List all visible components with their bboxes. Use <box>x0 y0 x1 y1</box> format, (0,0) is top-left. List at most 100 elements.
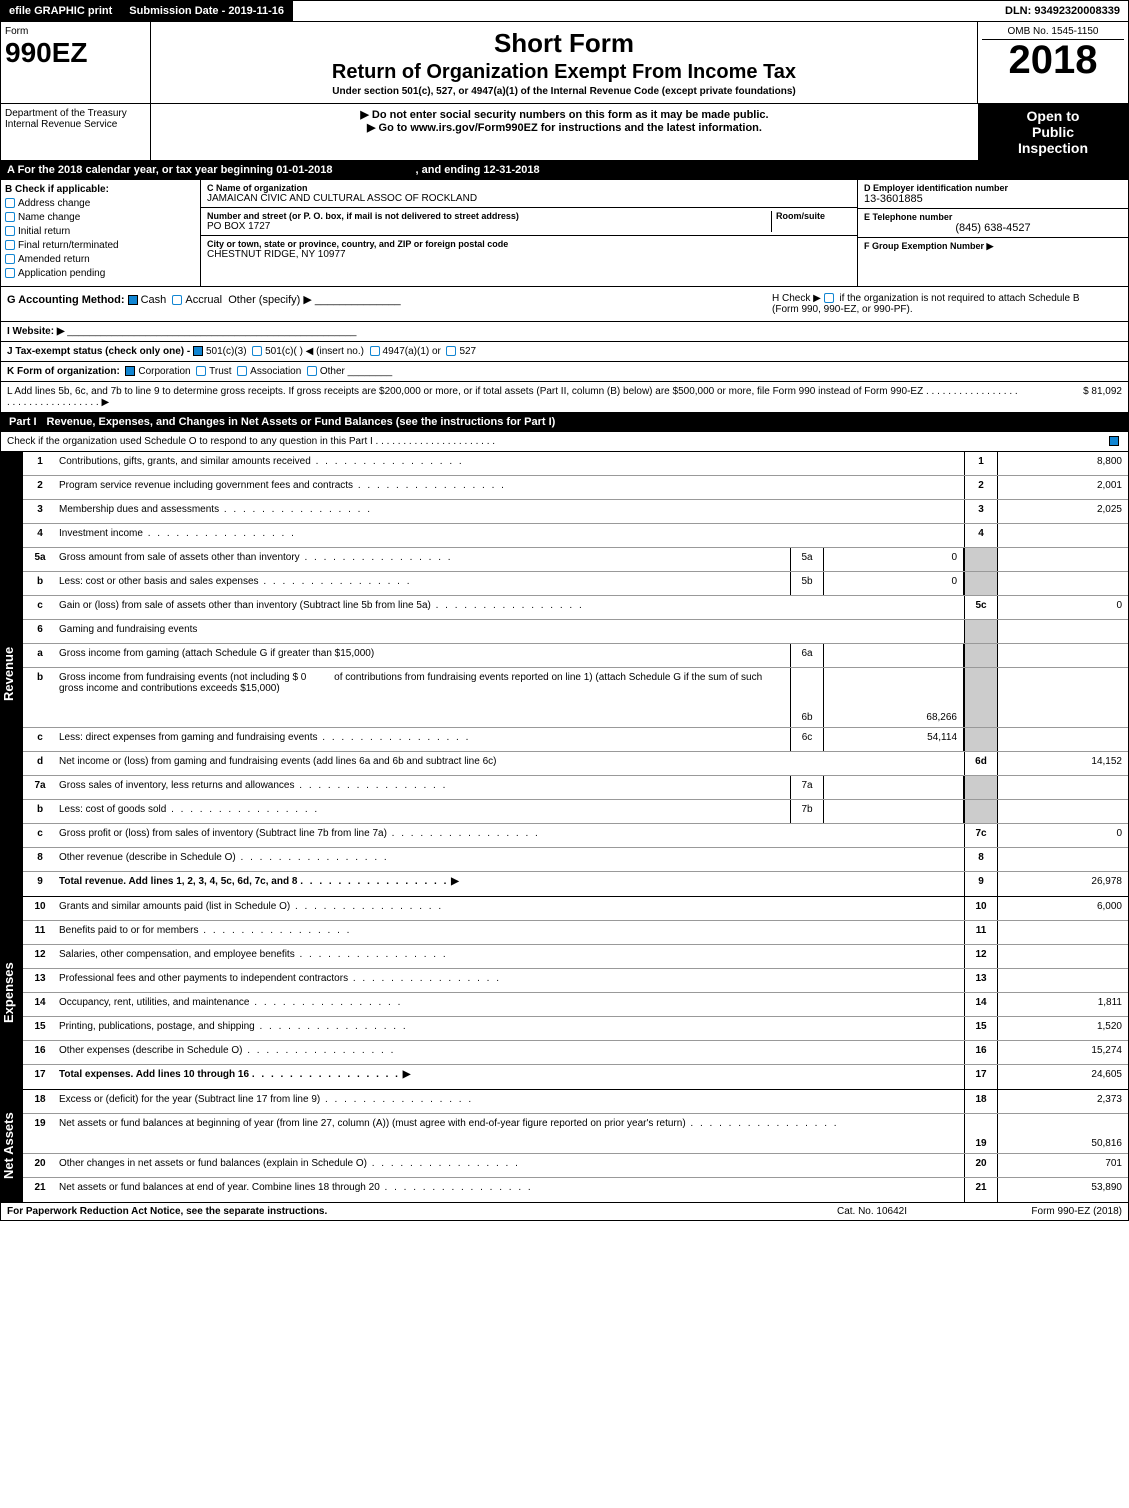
checkbox-assoc-icon[interactable] <box>237 366 247 376</box>
checkbox-corp-icon[interactable] <box>125 366 135 376</box>
net-assets-section: Net Assets 18 Excess or (deficit) for th… <box>0 1090 1129 1203</box>
k-assoc: Association <box>250 366 301 377</box>
line-18: 18 Excess or (deficit) for the year (Sub… <box>23 1090 1128 1114</box>
line-6d-value: 14,152 <box>998 752 1128 775</box>
arrow-icon: ▶ <box>451 876 459 887</box>
checkbox-501c-icon[interactable] <box>252 346 262 356</box>
ein-block: D Employer identification number 13-3601… <box>858 180 1128 209</box>
line-7a: 7a Gross sales of inventory, less return… <box>23 776 1128 800</box>
part-1-check-text: Check if the organization used Schedule … <box>7 436 495 447</box>
k-other: Other <box>320 366 345 377</box>
accounting-method-row: G Accounting Method: Cash Accrual Other … <box>0 287 1129 322</box>
line-16-value: 15,274 <box>998 1041 1128 1064</box>
group-exemption-block: F Group Exemption Number ▶ <box>858 238 1128 255</box>
dept-row: Department of the Treasury Internal Reve… <box>0 104 1129 161</box>
line-8-value <box>998 848 1128 871</box>
checkbox-icon[interactable] <box>5 268 15 278</box>
checkbox-icon[interactable] <box>5 254 15 264</box>
name-address-col: C Name of organization JAMAICAN CIVIC AN… <box>201 180 858 286</box>
checkbox-501c3-icon[interactable] <box>193 346 203 356</box>
note-website: ▶ Go to www.irs.gov/Form990EZ for instru… <box>155 121 974 134</box>
checkbox-icon[interactable] <box>5 240 15 250</box>
j-501c3: 501(c)(3) <box>206 346 247 357</box>
j-501c: 501(c)( ) ◀ (insert no.) <box>265 346 364 357</box>
checkbox-trust-icon[interactable] <box>196 366 206 376</box>
g-cash: Cash <box>141 294 167 306</box>
line-15: 15 Printing, publications, postage, and … <box>23 1017 1128 1041</box>
city-block: City or town, state or province, country… <box>201 236 857 263</box>
line-14: 14 Occupancy, rent, utilities, and maint… <box>23 993 1128 1017</box>
entity-block: B Check if applicable: Address change Na… <box>0 180 1129 287</box>
website-row: I Website: ▶ ___________________________… <box>0 322 1129 342</box>
line-10-value: 6,000 <box>998 897 1128 920</box>
checkbox-accrual-icon[interactable] <box>172 295 182 305</box>
line-20: 20 Other changes in net assets or fund b… <box>23 1154 1128 1178</box>
line-19: 19 Net assets or fund balances at beginn… <box>23 1114 1128 1154</box>
line-6c: c Less: direct expenses from gaming and … <box>23 728 1128 752</box>
phone-value: (845) 638-4527 <box>864 222 1122 234</box>
checkbox-527-icon[interactable] <box>446 346 456 356</box>
checkbox-other-icon[interactable] <box>307 366 317 376</box>
chk-address: Address change <box>5 198 196 209</box>
h-text2: if the organization is not required to a… <box>839 293 1079 304</box>
line-11-value <box>998 921 1128 944</box>
line-1-value: 8,800 <box>998 452 1128 475</box>
line-21-value: 53,890 <box>998 1178 1128 1202</box>
street-label: Number and street (or P. O. box, if mail… <box>207 211 771 221</box>
line-7c-value: 0 <box>998 824 1128 847</box>
form-header: Form 990EZ Short Form Return of Organiza… <box>0 22 1129 104</box>
line-21: 21 Net assets or fund balances at end of… <box>23 1178 1128 1202</box>
line-2: 2 Program service revenue including gove… <box>23 476 1128 500</box>
line-2-value: 2,001 <box>998 476 1128 499</box>
e-label: E Telephone number <box>864 212 1122 222</box>
line-13: 13 Professional fees and other payments … <box>23 969 1128 993</box>
h-block: H Check ▶ if the organization is not req… <box>772 293 1122 315</box>
chk-name: Name change <box>5 212 196 223</box>
expenses-lines: 10 Grants and similar amounts paid (list… <box>23 897 1128 1089</box>
chk-pending: Application pending <box>5 268 196 279</box>
part-1-tag: Part I <box>9 416 47 428</box>
dept-treasury: Department of the Treasury <box>5 108 146 119</box>
net-assets-lines: 18 Excess or (deficit) for the year (Sub… <box>23 1090 1128 1202</box>
check-applicable-col: B Check if applicable: Address change Na… <box>1 180 201 286</box>
k-label: K Form of organization: <box>7 366 120 377</box>
checkbox-icon[interactable] <box>5 212 15 222</box>
line-4: 4 Investment income 4 <box>23 524 1128 548</box>
form-number: 990EZ <box>5 37 146 69</box>
topbar-spacer <box>293 1 997 21</box>
line-15-value: 1,520 <box>998 1017 1128 1040</box>
line-3: 3 Membership dues and assessments 3 2,02… <box>23 500 1128 524</box>
form-of-org-row: K Form of organization: Corporation Trus… <box>0 362 1129 382</box>
line-7b-value <box>824 800 964 823</box>
city-label: City or town, state or province, country… <box>207 239 851 249</box>
city-value: CHESTNUT RIDGE, NY 10977 <box>207 249 851 260</box>
checkbox-schedule-o-icon[interactable] <box>1109 436 1119 446</box>
checkbox-4947-icon[interactable] <box>370 346 380 356</box>
line-19-value: 50,816 <box>998 1114 1128 1153</box>
period-begin: A For the 2018 calendar year, or tax yea… <box>7 164 332 176</box>
d-label: D Employer identification number <box>864 183 1122 193</box>
checkbox-cash-icon[interactable] <box>128 295 138 305</box>
line-5b-value: 0 <box>824 572 964 595</box>
note-ssn: ▶ Do not enter social security numbers o… <box>155 108 974 121</box>
inspection: Inspection <box>982 140 1124 156</box>
open-inspection: Open to Public Inspection <box>978 104 1128 160</box>
dept-label: Department of the Treasury Internal Reve… <box>1 104 151 160</box>
j-527: 527 <box>459 346 476 357</box>
open-to: Open to <box>982 108 1124 124</box>
header-center: Short Form Return of Organization Exempt… <box>151 22 978 103</box>
line-6: 6 Gaming and fundraising events <box>23 620 1128 644</box>
line-6a: a Gross income from gaming (attach Sched… <box>23 644 1128 668</box>
l-value: $ 81,092 <box>1022 386 1122 408</box>
line-14-value: 1,811 <box>998 993 1128 1016</box>
arrow-icon: ▶ <box>403 1069 411 1080</box>
checkbox-icon[interactable] <box>5 226 15 236</box>
room-label: Room/suite <box>776 211 851 221</box>
h-text3: (Form 990, 990-EZ, or 990-PF). <box>772 304 913 315</box>
submission-date: Submission Date - 2019-11-16 <box>121 1 293 21</box>
public: Public <box>982 124 1124 140</box>
checkbox-h-icon[interactable] <box>824 293 834 303</box>
expenses-side-label: Expenses <box>1 897 23 1089</box>
line-5a: 5a Gross amount from sale of assets othe… <box>23 548 1128 572</box>
checkbox-icon[interactable] <box>5 198 15 208</box>
